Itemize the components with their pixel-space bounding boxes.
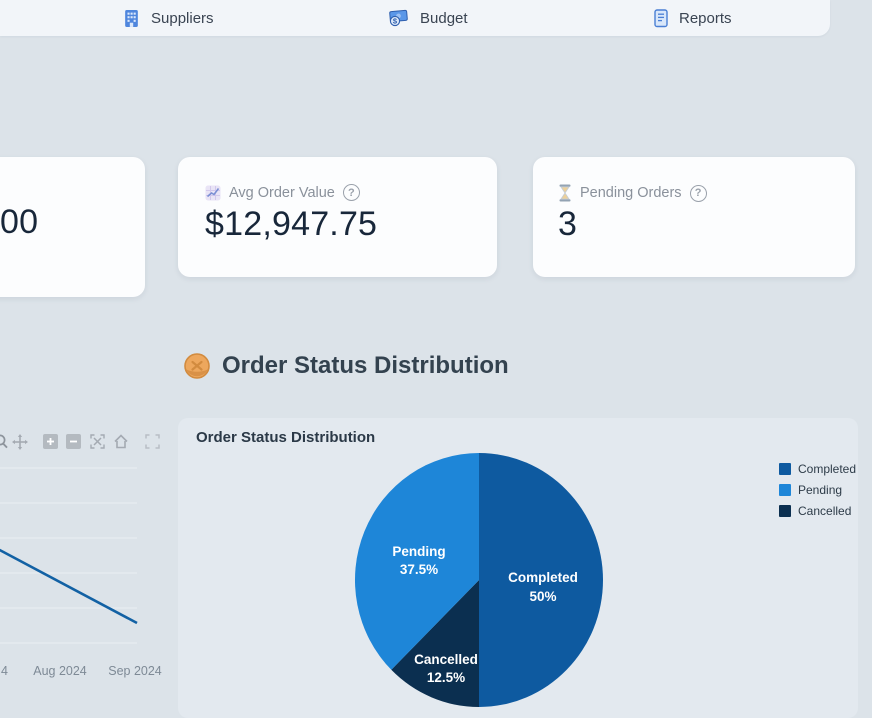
slice-label-cancelled-pct: 12.5% bbox=[427, 670, 465, 685]
tab-label: Reports bbox=[679, 9, 732, 27]
tab-label: Suppliers bbox=[151, 9, 214, 27]
chart-title: Order Status Distribution bbox=[196, 429, 376, 446]
x-tick-sep-2024: Sep 2024 bbox=[108, 664, 162, 678]
fullscreen-icon[interactable] bbox=[145, 434, 160, 449]
kpi-label: Avg Order Value bbox=[229, 184, 335, 201]
section-heading-order-status: Order Status Distribution bbox=[183, 352, 509, 380]
kpi-card-pending-orders: Pending Orders ? 3 bbox=[533, 157, 855, 277]
tab-budget[interactable]: $ Budget bbox=[388, 0, 468, 36]
kpi-value-avg-order: $12,947.75 bbox=[205, 205, 378, 243]
tab-label: Budget bbox=[420, 9, 468, 27]
legend-item-cancelled[interactable]: Cancelled bbox=[779, 504, 856, 518]
top-tab-bar: Suppliers $ Budget Reports bbox=[0, 0, 830, 36]
kpi-label: Pending Orders bbox=[580, 185, 682, 201]
kpi-card-partial-left: 00 bbox=[0, 157, 145, 297]
legend-label: Completed bbox=[798, 462, 857, 476]
tab-reports[interactable]: Reports bbox=[653, 0, 732, 36]
legend-item-completed[interactable]: Completed bbox=[779, 462, 856, 476]
pie-legend: Completed Pending Cancelled bbox=[779, 462, 856, 518]
pie-chart-card: Order Status Distribution Completed 50% … bbox=[178, 418, 858, 718]
building-icon bbox=[125, 9, 138, 27]
hourglass-icon bbox=[559, 184, 571, 202]
legend-swatch-cancelled bbox=[779, 505, 791, 517]
kpi-card-avg-order-value: Avg Order Value ? $12,947.75 bbox=[178, 157, 497, 277]
legend-label: Cancelled bbox=[798, 504, 852, 518]
slice-label-completed-name: Completed bbox=[508, 570, 578, 585]
legend-item-pending[interactable]: Pending bbox=[779, 483, 856, 497]
zoom-out-icon[interactable] bbox=[66, 434, 81, 449]
pie-emoji-icon bbox=[184, 353, 210, 379]
zoom-in-icon[interactable] bbox=[43, 434, 58, 449]
line-series bbox=[0, 548, 138, 625]
partial-line-chart bbox=[0, 467, 138, 644]
slice-label-cancelled-name: Cancelled bbox=[414, 652, 478, 667]
pie-slice-completed[interactable] bbox=[479, 453, 603, 707]
slice-label-completed-pct: 50% bbox=[529, 589, 556, 604]
legend-swatch-completed bbox=[779, 463, 791, 475]
autoscale-icon[interactable] bbox=[90, 434, 105, 449]
x-tick-jul-partial: 4 bbox=[1, 664, 8, 678]
pie-slice-pending[interactable] bbox=[354, 453, 479, 670]
x-tick-aug-2024: Aug 2024 bbox=[33, 664, 87, 678]
tab-suppliers[interactable]: Suppliers bbox=[122, 0, 214, 36]
slice-label-pending-pct: 37.5% bbox=[400, 562, 438, 577]
help-icon[interactable]: ? bbox=[689, 184, 707, 202]
page-section-title: Order Status Distribution bbox=[222, 352, 509, 379]
legend-swatch-pending bbox=[779, 484, 791, 496]
pan-icon[interactable] bbox=[12, 434, 28, 450]
zoom-icon[interactable] bbox=[0, 434, 8, 450]
legend-label: Pending bbox=[798, 483, 843, 497]
kpi-value-pending-orders: 3 bbox=[558, 205, 578, 243]
coin-dollar-glyph: $ bbox=[393, 17, 398, 26]
order-status-pie-chart: Completed 50% Pending 37.5% Cancelled 12… bbox=[354, 453, 603, 707]
pie-slice-cancelled[interactable] bbox=[391, 580, 479, 707]
slice-label-pending-name: Pending bbox=[392, 544, 445, 559]
chart-increasing-icon bbox=[205, 185, 221, 200]
document-icon bbox=[654, 8, 668, 27]
reset-axes-home-icon[interactable] bbox=[113, 434, 129, 449]
money-icon: $ bbox=[389, 9, 408, 27]
help-icon[interactable]: ? bbox=[342, 184, 360, 201]
kpi-value-partial: 00 bbox=[0, 203, 39, 241]
